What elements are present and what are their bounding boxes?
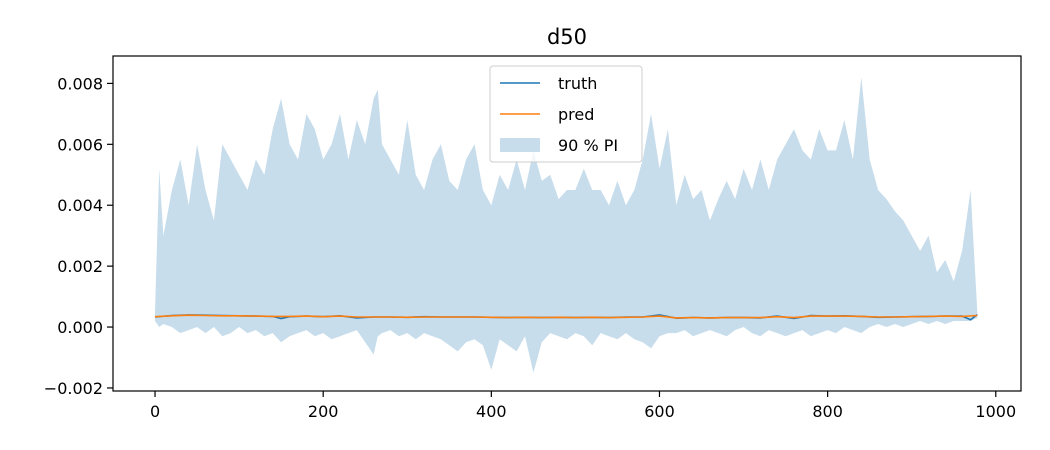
x-tick-label: 0 — [150, 402, 160, 421]
legend-box — [489, 65, 643, 163]
axes: 0 200 400 600 800 1000 −0.002 0.000 0.002 0.004 0.… — [44, 74, 1016, 421]
legend-label-truth: truth — [558, 74, 597, 93]
legend-label-interval: 90 % PI — [558, 136, 618, 155]
x-tick-label: 600 — [644, 402, 675, 421]
x-tick-label: 1000 — [975, 402, 1016, 421]
chart-title: d50 — [547, 25, 587, 49]
y-tick-label: 0.000 — [57, 318, 103, 337]
y-tick-label: 0.008 — [57, 74, 103, 93]
legend: truth pred 90 % PI — [489, 65, 643, 163]
y-tick-label: 0.004 — [57, 196, 103, 215]
x-tick-label: 400 — [476, 402, 507, 421]
plot-area — [154, 77, 978, 373]
series-line-pred — [154, 314, 978, 319]
legend-label-pred: pred — [558, 105, 594, 124]
x-tick-label: 200 — [308, 402, 339, 421]
axes-frame — [112, 55, 1022, 392]
interval-band — [155, 77, 978, 373]
y-tick-label: −0.002 — [44, 379, 103, 398]
x-tick-label: 800 — [812, 402, 843, 421]
y-tick-label: 0.006 — [57, 135, 103, 154]
y-tick-label: 0.002 — [57, 257, 103, 276]
legend-swatch-interval — [500, 138, 540, 152]
